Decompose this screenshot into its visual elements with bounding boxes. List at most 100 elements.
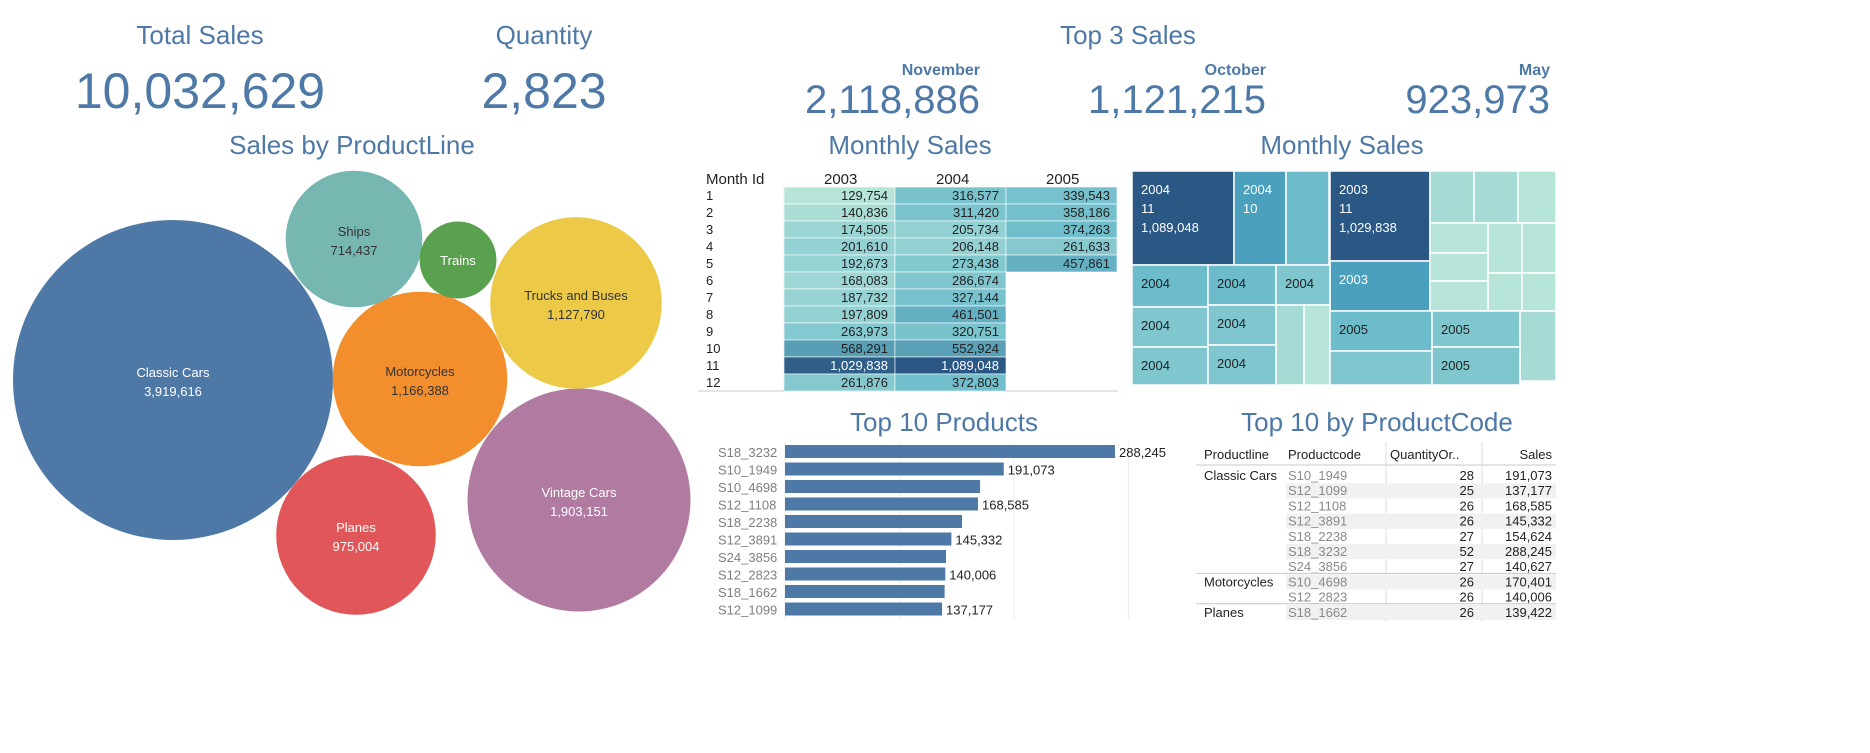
heatmap-cell-value: 461,501 [952,307,999,322]
bubble-motorcycles [332,291,508,467]
table-row-band [1286,513,1556,529]
heatmap-cell-value: 1,029,838 [830,358,888,373]
table-sales: 139,422 [1505,605,1552,620]
product-table-title: Top 10 by ProductCode [1241,407,1513,437]
treemap-tile [1431,346,1521,385]
bar-category-label: S12_1099 [718,603,777,618]
table-quantity: 26 [1460,590,1474,605]
table-col-header: QuantityOr.. [1390,447,1459,462]
heatmap-cell-value: 201,610 [841,239,888,254]
treemap-tile [1429,252,1489,282]
quantity-value: 2,823 [481,63,607,119]
bar-category-label: S18_3232 [718,445,777,460]
treemap-tile [1275,304,1305,385]
heatmap-cell-value: 358,186 [1063,205,1110,220]
bubble-trains [419,221,497,299]
heatmap-cell-value: 374,263 [1063,222,1110,237]
treemap-tile [1303,304,1331,385]
treemap-title: Monthly Sales [1260,130,1424,160]
bar-chart: S18_3232 288,245 S10_1949 191,073 S10_4698 S1… [718,442,1166,620]
table-sales: 191,073 [1505,468,1552,483]
table-sales: 154,624 [1505,529,1552,544]
table-productcode: S10_4698 [1288,574,1347,589]
heatmap-cell-value: 174,505 [841,222,888,237]
heatmap-row-label: 10 [706,341,720,356]
bubble-name-vintage-cars: Vintage Cars [542,485,617,500]
top3-month-2: October [1204,62,1266,79]
heatmap-cell-value: 339,543 [1063,188,1110,203]
bubble-chart-title: Sales by ProductLine [229,130,475,160]
heatmap-cell-value: 372,803 [952,375,999,390]
table-productcode: S12_1108 [1288,498,1346,513]
total-sales-value: 10,032,629 [74,63,326,119]
treemap-label: 2004 [1285,276,1314,291]
bar-category-label: S24_3856 [718,550,777,565]
treemap-label: 1,089,048 [1141,220,1199,235]
table-group-label: Motorcycles [1204,574,1274,589]
heatmap-row-label: 5 [706,256,713,271]
treemap-label: 2004 [1243,182,1272,197]
bubble-name-motorcycles: Motorcycles [385,364,455,379]
heatmap-col-2004: 2004 [936,171,970,188]
heatmap-col-2003: 2003 [824,171,858,188]
bar [785,480,981,493]
treemap-tile [1207,344,1277,385]
table-quantity: 26 [1460,498,1474,513]
heatmap-cell-value: 327,144 [952,290,999,305]
bar-value-label: 191,073 [1008,463,1055,478]
treemap-label: 2004 [1217,276,1246,291]
bar-category-label: S10_4698 [718,480,777,495]
table-row-band [1286,483,1556,499]
bar-category-label: S12_1108 [718,498,776,513]
bar-value-label: 145,332 [955,533,1002,548]
heatmap-cell-value: 168,083 [841,273,888,288]
bubble-value-ships: 714,437 [331,243,378,258]
heatmap-cell-value: 286,674 [952,273,999,288]
treemap-tile [1429,171,1475,224]
table-productcode: S12_3891 [1288,514,1347,529]
heatmap-cell-value: 129,754 [841,188,888,203]
quantity-title: Quantity [495,20,593,50]
table-productcode: S18_2238 [1288,529,1347,544]
bubble-chart: Classic Cars 3,919,616 Vintage Cars 1,903,1… [13,170,691,615]
heatmap-row-label: 8 [706,307,713,322]
table-quantity: 27 [1460,559,1474,574]
heatmap-cell-value: 1,089,048 [941,358,999,373]
heatmap-cell [1005,254,1118,273]
heatmap-cell-value: 316,577 [952,188,999,203]
treemap-label: 2003 [1339,272,1368,287]
heatmap-row-label: 7 [706,290,713,305]
bubble-name-planes: Planes [336,520,376,535]
heatmap-row-label: 12 [706,375,720,390]
treemap-label: 2005 [1339,322,1368,337]
table-sales: 288,245 [1505,544,1552,559]
bar [785,462,1004,476]
table-productcode: S12_2823 [1288,590,1347,605]
bar [785,445,1115,458]
top3-value-2: 1,121,215 [1088,78,1266,122]
table-quantity: 52 [1460,544,1474,559]
treemap-tile [1329,260,1431,312]
treemap-chart: 2004 11 1,089,048 2004 10 2003 11 1,029,838 2003… [1132,171,1556,385]
heatmap-cell-value: 552,924 [952,341,999,356]
bubble-classic-cars [13,220,333,540]
top3-month-1: November [901,62,980,79]
table-sales: 168,585 [1505,498,1552,513]
treemap-label: 11 [1339,201,1353,216]
treemap-tile [1429,222,1489,254]
treemap-label: 2004 [1217,316,1246,331]
bar-category-label: S18_2238 [718,515,777,530]
treemap-tile [1487,272,1523,312]
bubble-value-motorcycles: 1,166,388 [391,383,449,398]
bubble-planes [276,455,436,615]
bar [785,567,946,581]
treemap-tile [1285,171,1330,266]
treemap-tile [1521,272,1556,312]
treemap-label: 2004 [1141,182,1170,197]
table-col-header: Productline [1204,447,1269,462]
heatmap-cell-value: 192,673 [841,256,888,271]
treemap-tile [1329,171,1431,262]
table-row-band [1286,544,1556,560]
table-sales: 140,627 [1505,559,1552,574]
bubble-name-trucks-and-buses: Trucks and Buses [524,288,628,303]
